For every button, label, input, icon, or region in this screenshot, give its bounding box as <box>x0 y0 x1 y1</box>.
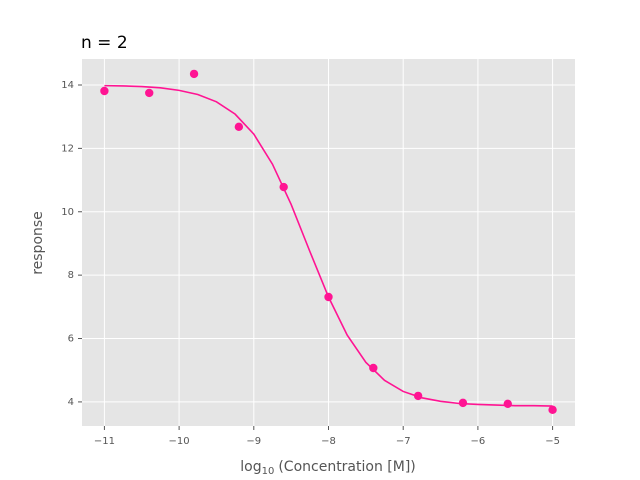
data-point <box>145 88 154 98</box>
data-point <box>548 405 557 415</box>
x-tick-label: −10 <box>169 436 190 447</box>
y-tick-label: 14 <box>61 80 74 91</box>
x-tick-label: −11 <box>94 436 115 447</box>
data-point <box>503 399 512 409</box>
y-tick-label: 8 <box>68 270 74 281</box>
y-tick-label: 10 <box>61 207 74 218</box>
x-axis-label: log10 (Concentration [M]) <box>240 459 416 477</box>
x-tick-label: −9 <box>246 436 261 447</box>
x-tick-label: −7 <box>396 436 411 447</box>
y-tick-label: 12 <box>61 143 74 154</box>
chart-title: n = 2 <box>81 33 128 53</box>
x-tick-label: −8 <box>321 436 336 447</box>
y-axis-label: response <box>30 211 46 275</box>
data-point <box>100 86 109 96</box>
x-label-rest: (Concentration [M]) <box>278 459 415 475</box>
x-tick-label: −5 <box>545 436 560 447</box>
data-point <box>458 398 468 408</box>
x-tick-label: −6 <box>471 436 486 447</box>
y-tick-label: 4 <box>68 397 74 408</box>
data-point <box>234 122 244 132</box>
data-point <box>189 69 199 79</box>
data-point <box>369 363 378 373</box>
y-tick-label: 6 <box>68 334 74 345</box>
x-label-text: log <box>240 459 261 475</box>
fit-line <box>104 84 553 407</box>
x-label-subscript: 10 <box>262 466 275 477</box>
